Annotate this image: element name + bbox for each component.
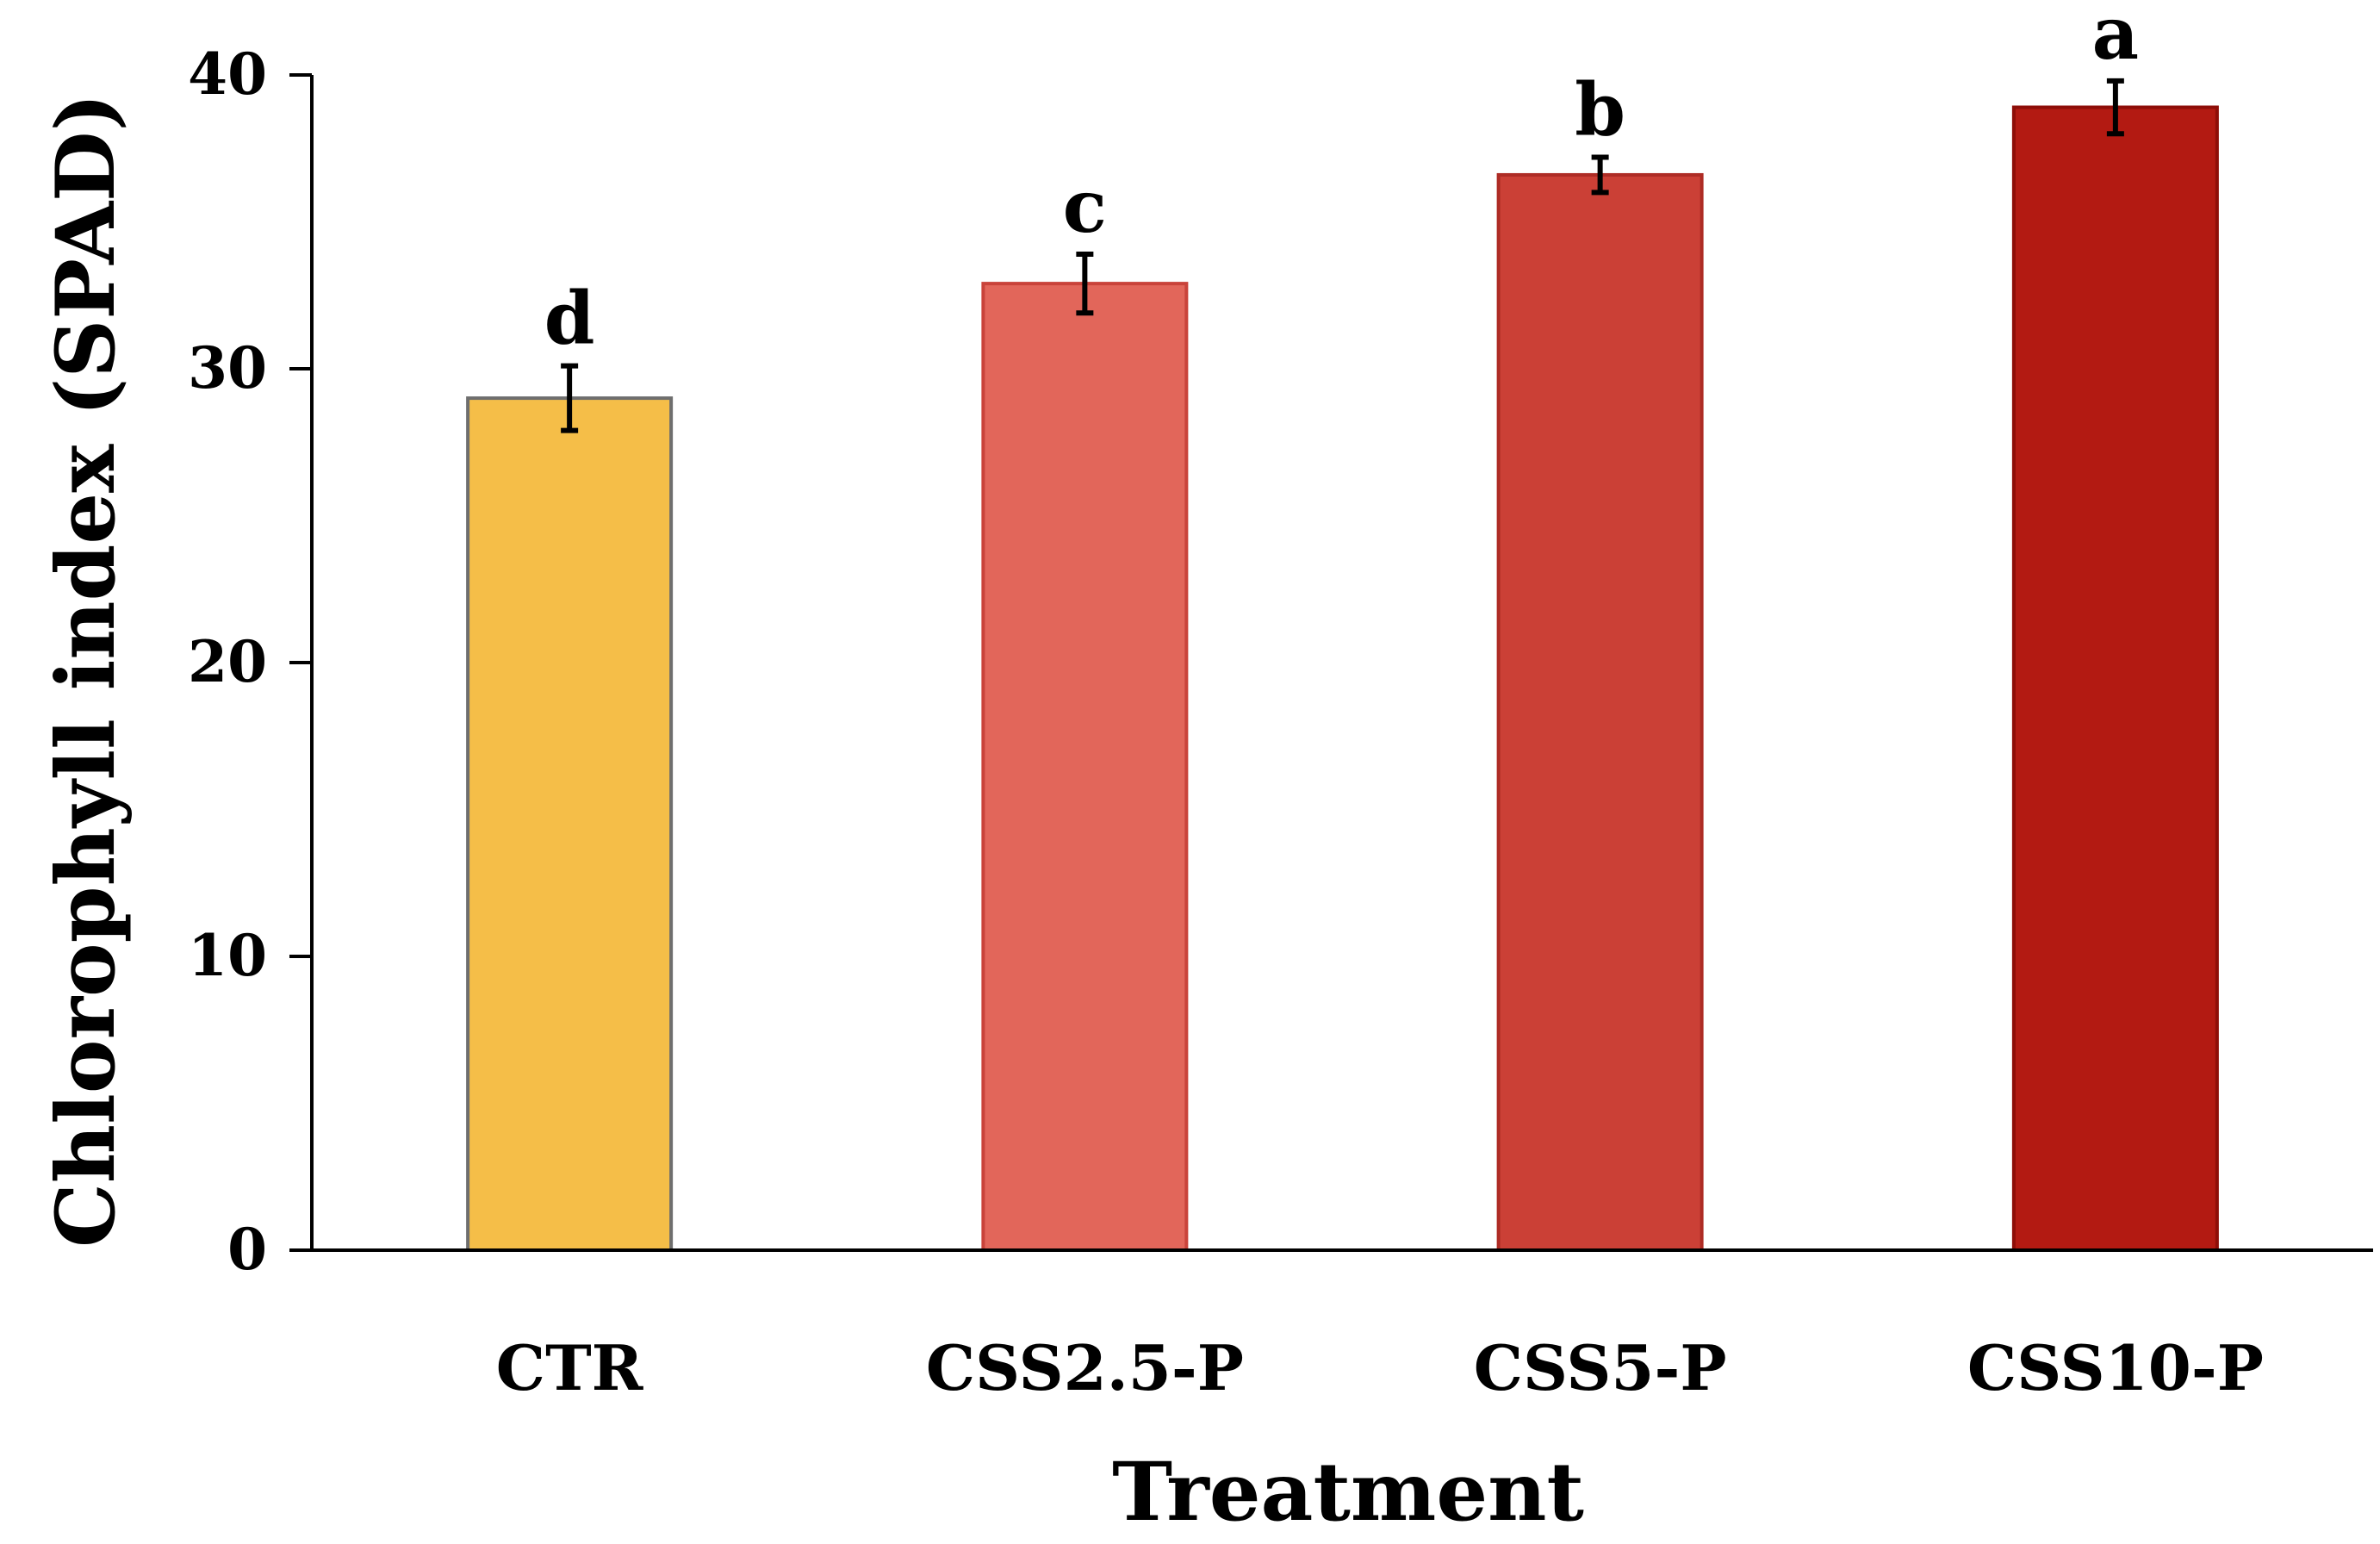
x-axis-title: Treatment [1112,1445,1584,1540]
y-axis-title: Chlorophyll index (SPAD) [39,93,134,1248]
error-bar [561,363,579,433]
x-tick-label: CSS2.5-P [926,1331,1244,1404]
y-tick-label: 30 [188,334,267,402]
significance-letter: d [544,276,595,361]
y-tick-label: 40 [188,40,267,108]
bar-css5-p [1496,172,1704,1253]
y-tick-label: 0 [227,1216,267,1283]
significance-letter: a [2092,0,2139,76]
error-bars-layer [561,78,2124,433]
x-tick-label: CSS5-P [1474,1331,1727,1404]
x-tick-label: CSS10-P [1967,1331,2264,1404]
bar-css10-p [2011,105,2219,1252]
significance-letter: c [1063,164,1107,249]
y-tick-label: 10 [188,922,267,989]
error-bar [1076,252,1094,316]
error-bar [2106,78,2124,137]
y-ticks-layer: 0 10 20 30 40 [188,40,312,1283]
y-tick-label: 20 [188,628,267,695]
significance-letter: b [1575,66,1625,152]
x-tick-label: CTR [496,1331,644,1404]
bar-ctr [466,396,674,1253]
labels-layer: d CTR c CSS2.5-P b CSS5-P a CSS10-P [496,0,2264,1404]
bars-layer [466,105,2219,1253]
error-bar [1591,154,1609,196]
bar-css2-5-p [981,282,1189,1252]
